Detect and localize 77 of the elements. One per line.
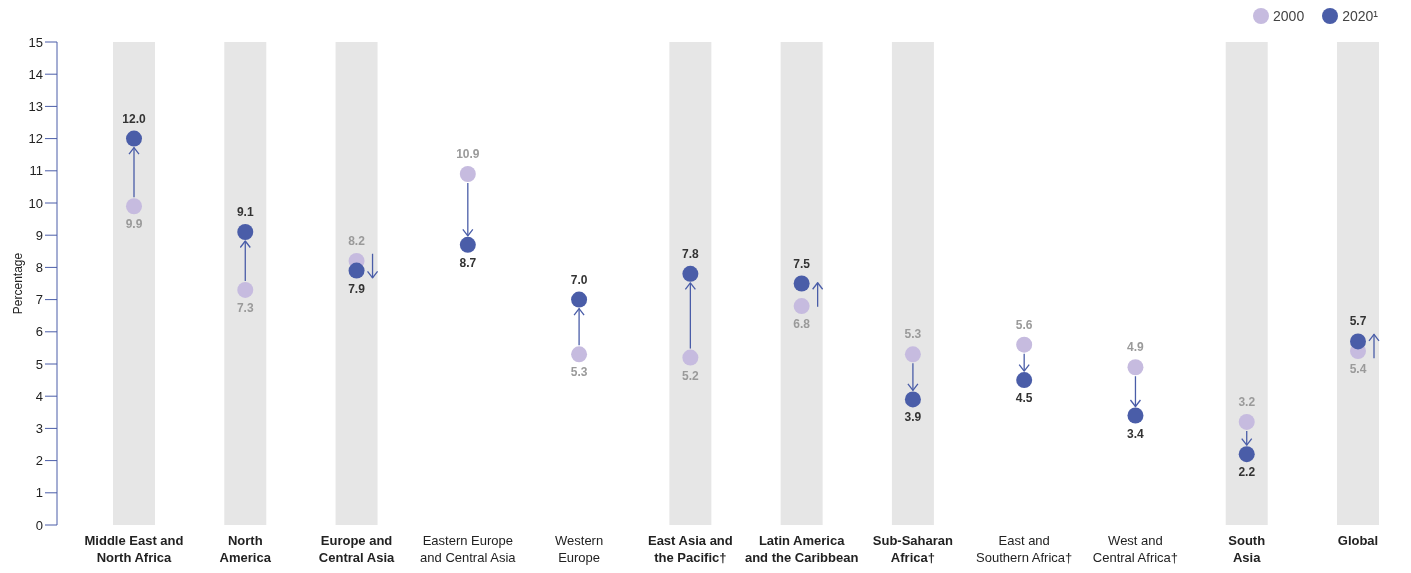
x-tick-label: Eastern Europe and Central Asia bbox=[420, 533, 517, 565]
x-tick-label: South Asia bbox=[1228, 533, 1266, 565]
point bbox=[793, 298, 810, 315]
data-label: 3.4 bbox=[1127, 426, 1145, 441]
point bbox=[904, 391, 921, 408]
data-label: 5.3 bbox=[904, 327, 922, 342]
y-tick-label: 7 bbox=[35, 292, 43, 308]
legend-label: 2020¹ bbox=[1342, 8, 1378, 24]
data-label: 7.8 bbox=[682, 246, 700, 261]
y-tick-label: 4 bbox=[35, 388, 43, 404]
point bbox=[459, 236, 476, 253]
point bbox=[237, 281, 254, 298]
x-tick-label: Europe and Central Asia bbox=[318, 533, 395, 565]
data-label: 8.2 bbox=[348, 233, 366, 248]
data-label: 4.9 bbox=[1127, 340, 1145, 355]
y-tick-label: 2 bbox=[35, 453, 43, 469]
data-label: 3.2 bbox=[1238, 394, 1256, 409]
point bbox=[793, 275, 810, 292]
y-tick-label: 1 bbox=[35, 485, 43, 501]
legend-label: 2000 bbox=[1273, 8, 1305, 24]
point bbox=[126, 198, 142, 215]
point bbox=[1350, 333, 1366, 350]
data-label: 7.9 bbox=[348, 281, 366, 296]
x-tick-label: North America bbox=[219, 533, 272, 565]
point bbox=[1127, 359, 1144, 376]
point bbox=[1016, 372, 1033, 389]
y-tick-label: 10 bbox=[28, 195, 43, 211]
point bbox=[682, 349, 699, 366]
point bbox=[1127, 407, 1144, 424]
data-label: 5.3 bbox=[570, 365, 588, 380]
point bbox=[1238, 446, 1255, 463]
y-tick-label: 13 bbox=[28, 99, 43, 115]
point bbox=[1016, 336, 1033, 353]
y-tick-label: 9 bbox=[35, 227, 43, 243]
y-tick-label: 3 bbox=[35, 421, 43, 437]
data-label: 7.5 bbox=[793, 256, 811, 271]
point bbox=[682, 265, 699, 282]
data-label: 5.4 bbox=[1349, 362, 1367, 377]
data-label: 12.0 bbox=[122, 111, 146, 126]
y-tick-label: 12 bbox=[28, 131, 43, 147]
y-tick-label: 8 bbox=[35, 260, 43, 276]
point bbox=[571, 346, 588, 363]
data-label: 9.1 bbox=[236, 204, 254, 219]
data-label: 9.9 bbox=[125, 217, 143, 232]
data-label: 7.0 bbox=[570, 272, 588, 287]
y-tick-label: 0 bbox=[35, 517, 43, 533]
x-tick-label: Middle East and North Africa bbox=[84, 533, 184, 565]
point bbox=[459, 166, 476, 183]
point bbox=[1238, 413, 1255, 430]
data-label: 5.7 bbox=[1349, 314, 1367, 329]
x-tick-label: Latin America and the Caribbean bbox=[744, 533, 859, 565]
y-tick-label: 14 bbox=[28, 66, 43, 82]
data-label: 5.2 bbox=[682, 368, 700, 383]
x-tick-label: East and Southern Africa† bbox=[976, 533, 1073, 565]
data-label: 10.9 bbox=[456, 147, 480, 162]
point bbox=[126, 130, 142, 147]
point bbox=[348, 262, 365, 279]
x-tick-label: Sub-Saharan Africa† bbox=[872, 533, 954, 565]
data-label: 5.6 bbox=[1015, 317, 1033, 332]
point bbox=[237, 223, 254, 240]
x-tick-label: West and Central Africa† bbox=[1092, 533, 1179, 565]
data-label: 3.9 bbox=[904, 410, 922, 425]
x-tick-label: East Asia and the Pacific† bbox=[647, 533, 733, 565]
data-label: 7.3 bbox=[236, 300, 254, 315]
y-tick-label: 6 bbox=[35, 324, 43, 340]
x-tick-label: Western Europe bbox=[555, 533, 604, 565]
y-axis-title: Percentage bbox=[11, 252, 25, 315]
data-label: 6.8 bbox=[793, 317, 811, 332]
y-tick-label: 15 bbox=[28, 34, 43, 50]
data-label: 4.5 bbox=[1015, 391, 1033, 406]
data-label: 2.2 bbox=[1238, 465, 1256, 480]
y-tick-label: 11 bbox=[29, 163, 43, 179]
point bbox=[571, 291, 588, 308]
data-label: 8.7 bbox=[459, 255, 477, 270]
point bbox=[904, 346, 921, 363]
x-tick-label: Global bbox=[1337, 533, 1379, 548]
y-tick-label: 5 bbox=[35, 356, 43, 372]
